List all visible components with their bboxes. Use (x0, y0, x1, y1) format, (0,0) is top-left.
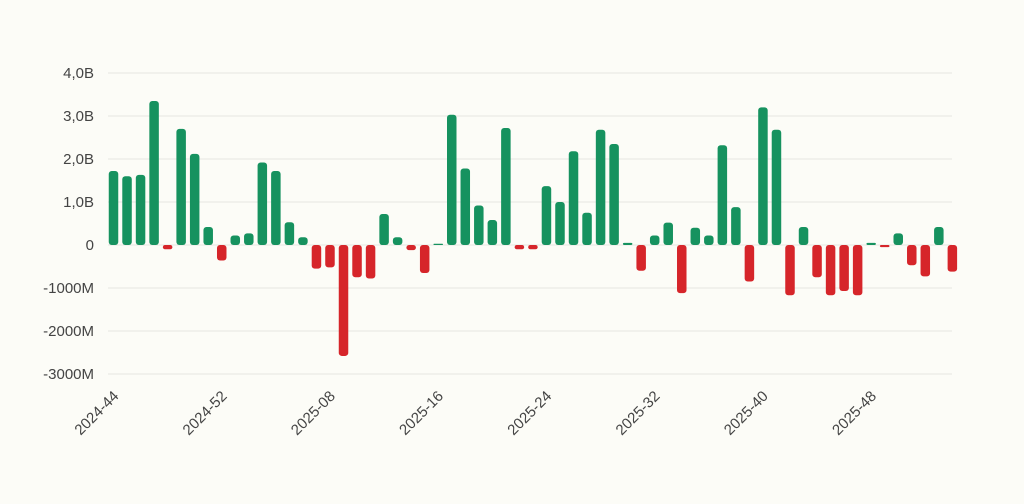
bar (365, 245, 376, 279)
bar (135, 174, 146, 245)
bar (852, 245, 863, 296)
bar (893, 233, 903, 245)
x-tick-label: 2025-16 (396, 388, 447, 439)
bar (555, 202, 565, 245)
bar (501, 128, 511, 245)
bar (622, 242, 633, 245)
bar (879, 245, 890, 248)
x-tick-label: 2025-24 (504, 388, 555, 439)
bar (379, 214, 389, 245)
bar (460, 168, 471, 245)
y-tick-label: -2000M (43, 323, 94, 340)
y-tick-label: 2,0B (63, 151, 94, 168)
x-tick-label: 2025-08 (288, 388, 339, 439)
bar (690, 227, 701, 245)
bar (785, 245, 795, 296)
bar (447, 114, 457, 246)
bar (162, 245, 173, 250)
bar (487, 220, 498, 245)
bar (244, 233, 254, 245)
bar (649, 235, 660, 245)
y-tick-label: 3,0B (63, 108, 94, 125)
y-tick-label: -1000M (43, 280, 94, 297)
bar (216, 245, 227, 261)
y-tick-label: 4,0B (63, 65, 94, 82)
bar (677, 245, 687, 294)
bar (568, 151, 579, 245)
x-tick-label: 2025-40 (721, 388, 772, 439)
bar (947, 245, 958, 272)
bar (812, 245, 822, 278)
bar (203, 226, 213, 245)
bar (731, 207, 741, 245)
x-axis: 2024-44 2024-52 2025-08 2025-16 2025-24 2025-… (71, 388, 880, 439)
bar (338, 245, 349, 356)
bar (758, 107, 768, 246)
bar (798, 226, 809, 245)
bar (298, 237, 308, 245)
bar (108, 171, 119, 245)
x-tick-label: 2024-52 (180, 388, 231, 439)
bar (149, 100, 159, 245)
bar (528, 245, 538, 250)
bar (609, 143, 619, 245)
bar (582, 212, 592, 245)
bar (271, 171, 281, 245)
x-tick-label: 2025-48 (829, 388, 880, 439)
bar (406, 245, 416, 251)
bar (474, 205, 484, 245)
y-tick-label: 1,0B (63, 194, 94, 211)
bar (189, 153, 200, 245)
bar (771, 129, 782, 245)
grid-lines (108, 72, 952, 375)
bar (920, 245, 931, 277)
bar (934, 226, 944, 245)
bar (122, 176, 132, 245)
bar (284, 222, 295, 245)
bar (352, 245, 362, 278)
bar (419, 245, 430, 273)
bar (230, 235, 241, 245)
x-tick-label: 2025-32 (613, 388, 664, 439)
y-axis: 4,0B 3,0B 2,0B 1,0B 0 -1000M -2000M -3000M (43, 65, 94, 383)
bar (663, 222, 673, 245)
bar (514, 245, 525, 250)
bar-series (108, 100, 958, 356)
bar (392, 237, 403, 245)
bar (257, 162, 268, 245)
y-tick-label: 0 (86, 237, 94, 254)
y-tick-label: -3000M (43, 366, 94, 383)
bar (433, 243, 443, 245)
bar (839, 245, 849, 292)
bar (907, 245, 917, 266)
bar (704, 235, 714, 245)
x-tick-label: 2024-44 (71, 388, 122, 439)
bar (825, 245, 836, 296)
bar (744, 245, 755, 282)
bar (311, 245, 322, 269)
bar (325, 245, 335, 268)
bar (595, 129, 606, 245)
bar (176, 128, 186, 245)
bar (717, 145, 728, 245)
bar (541, 186, 552, 245)
bar (636, 245, 646, 271)
bar (866, 242, 876, 245)
